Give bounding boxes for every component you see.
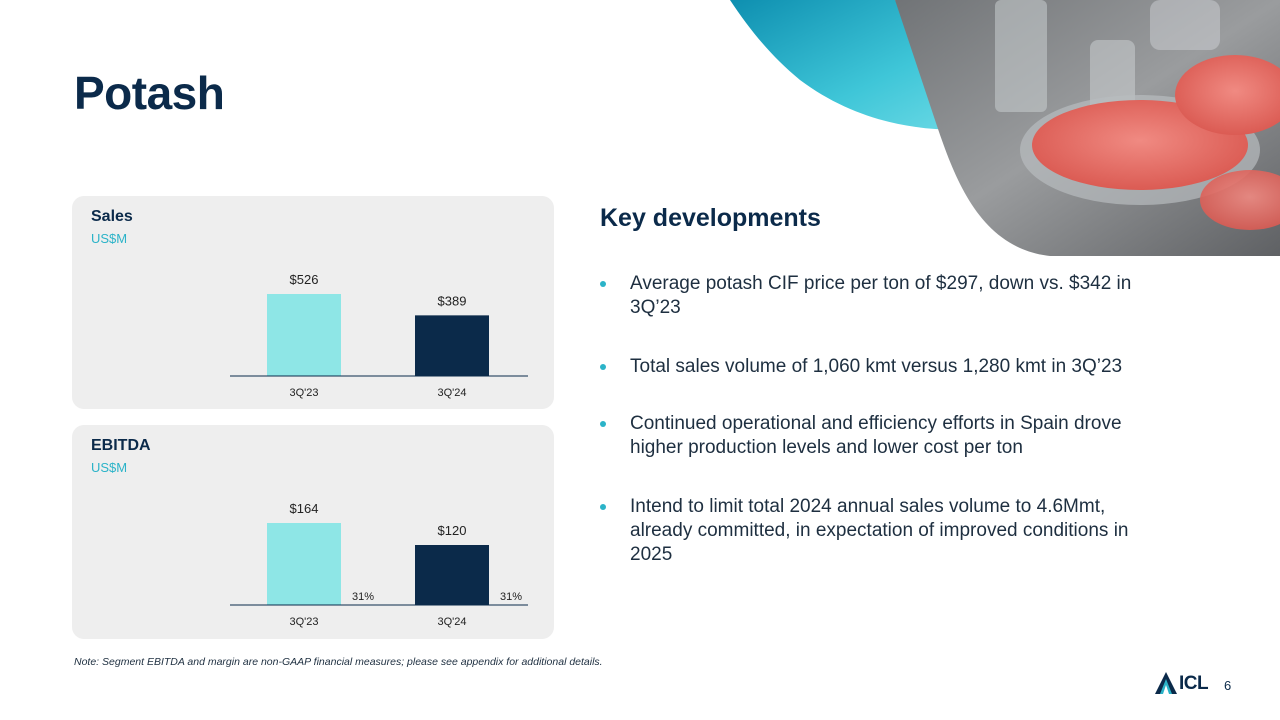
bullet-text: Total sales volume of 1,060 kmt versus 1… [630,356,1123,377]
bullet-text: Continued operational and efficiency eff… [630,413,1122,458]
sales-bar-chart: $526 3Q'23 $389 3Q'24 [230,272,528,399]
bullet-icon [600,364,606,370]
icl-logo-icon [1155,672,1177,694]
ebitda-bar [267,523,341,605]
icl-logo: ICL [1155,670,1215,696]
teal-swoosh [730,0,985,130]
bullet-icon [600,421,606,427]
footnote: Note: Segment EBITDA and margin are non-… [74,656,603,668]
ebitda-bar-chart: $164 3Q'23 31% $120 3Q'24 31% [230,501,528,628]
ebitda-chart-unit: US$M [91,460,128,475]
bullet-icon [600,281,606,287]
bullet-text: Average potash CIF price per ton of $297… [630,273,1132,318]
list-item: Total sales volume of 1,060 kmt versus 1… [600,355,1180,379]
key-developments-title: Key developments [600,204,821,232]
ebitda-margin-label: 31% [500,591,522,603]
sales-value-label: $526 [290,272,319,287]
ebitda-bar [415,545,489,605]
sales-bar [415,315,489,376]
list-item: Average potash CIF price per ton of $297… [600,272,1180,320]
bullet-icon [600,504,606,510]
page-title: Potash [74,67,225,119]
potash-photo [895,0,1280,256]
ebitda-category-label: 3Q'23 [289,616,318,628]
sales-chart-unit: US$M [91,231,128,246]
list-item: Continued operational and efficiency eff… [600,412,1180,460]
bullet-text: Intend to limit total 2024 annual sales … [630,496,1129,565]
ebitda-category-label: 3Q'24 [437,616,466,628]
sales-chart-panel: Sales US$M $526 3Q'23 $389 3Q'24 [72,196,554,409]
sales-bar [267,294,341,376]
ebitda-value-label: $164 [290,501,319,516]
sales-category-label: 3Q'24 [437,387,466,399]
sales-value-label: $389 [438,293,467,308]
sales-chart-title: Sales [91,208,133,225]
page-number: 6 [1224,678,1232,693]
logo-text: ICL [1179,673,1209,694]
list-item: Intend to limit total 2024 annual sales … [600,495,1180,567]
ebitda-value-label: $120 [438,523,467,538]
sales-category-label: 3Q'23 [289,387,318,399]
ebitda-chart-panel: EBITDA US$M $164 3Q'23 31% $120 3Q'24 31% [72,425,554,639]
ebitda-chart-title: EBITDA [91,437,151,454]
ebitda-margin-label: 31% [352,591,374,603]
